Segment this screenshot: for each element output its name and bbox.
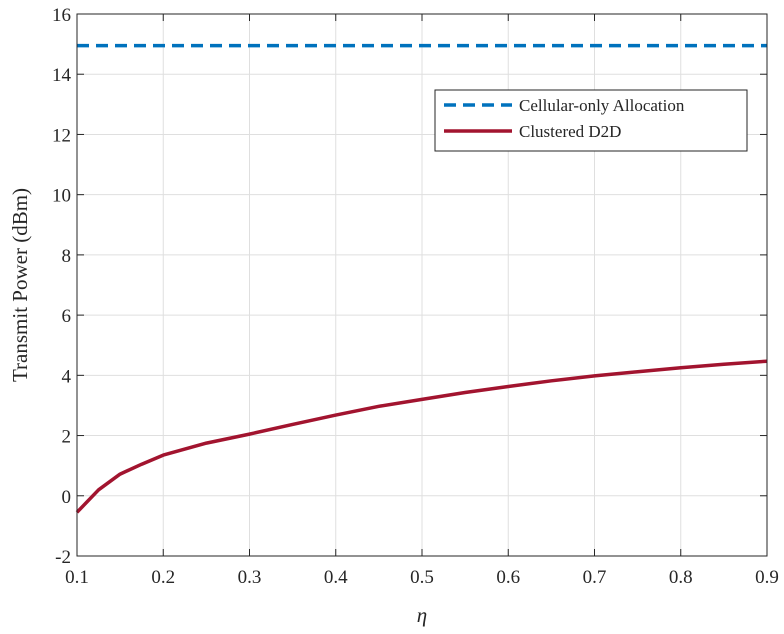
x-tick-label: 0.5: [410, 567, 434, 588]
x-tick-label: 0.2: [151, 567, 175, 588]
y-tick-label: 16: [52, 5, 71, 26]
legend-label-clustered-d2d: Clustered D2D: [519, 122, 621, 141]
legend-box: [434, 89, 748, 152]
y-tick-label: 8: [62, 246, 72, 267]
y-tick-label: 14: [52, 65, 72, 86]
y-tick-label: 0: [62, 487, 72, 508]
x-tick-labels: 0.1 0.2 0.3 0.4 0.5 0.6 0.7 0.8 0.9: [65, 567, 779, 588]
y-axis-title: Transmit Power (dBm): [8, 188, 32, 382]
series-line-clustered-d2d: [75, 359, 768, 514]
ticks: [76, 13, 768, 557]
x-tick-label: 0.7: [583, 567, 607, 588]
x-tick-label: 0.8: [669, 567, 693, 588]
x-tick-label: 0.9: [755, 567, 779, 588]
y-tick-labels: -2 0 2 4 6 8 10 12 14 16: [52, 5, 72, 568]
x-tick-label: 0.3: [238, 567, 262, 588]
legend: Cellular-only Allocation Clustered D2D: [434, 89, 748, 152]
x-tick-label: 0.6: [496, 567, 520, 588]
y-tick-label: 10: [52, 186, 71, 207]
legend-label-cellular-only: Cellular-only Allocation: [519, 96, 685, 115]
y-tick-label: 4: [62, 366, 72, 387]
y-tick-label: 6: [62, 306, 72, 327]
series-layer: [75, 43, 768, 514]
y-tick-label: -2: [55, 547, 71, 568]
x-tick-label: 0.1: [65, 567, 89, 588]
y-tick-label: 2: [62, 427, 72, 448]
y-tick-label: 12: [52, 125, 71, 146]
x-tick-label: 0.4: [324, 567, 348, 588]
x-axis-title: η: [417, 603, 427, 627]
